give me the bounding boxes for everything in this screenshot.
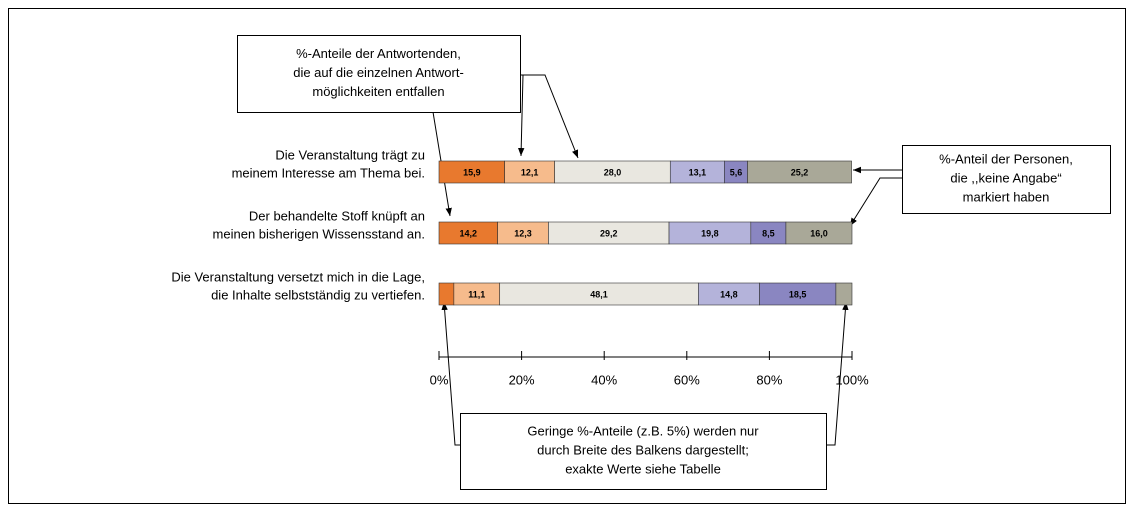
- value-label: 18,5: [789, 289, 807, 299]
- arrow: [520, 74, 579, 159]
- bar-segment: [438, 282, 455, 306]
- category-label: Die Veranstaltung trägt zu: [275, 147, 425, 162]
- annotation-text: exakte Werte siehe Tabelle: [565, 461, 721, 476]
- x-tick-label: 60%: [674, 372, 700, 387]
- bar-segment: [835, 282, 853, 306]
- annotation-box: [460, 413, 827, 490]
- x-tick-label: 40%: [591, 372, 617, 387]
- annotation-box: [902, 145, 1111, 214]
- value-label: 28,0: [604, 167, 622, 177]
- arrow: [849, 177, 902, 227]
- category-label: meinem Interesse am Thema bei.: [232, 165, 425, 180]
- annotation-text: Geringe %-Anteile (z.B. 5%) werden nur: [527, 423, 759, 438]
- annotation-box: [237, 35, 521, 113]
- bar-segment: [785, 221, 853, 245]
- annotation-text: durch Breite des Balkens dargestellt;: [537, 442, 749, 457]
- value-label: 11,1: [468, 289, 485, 299]
- annotation-text: %-Anteile der Antwortenden,: [296, 46, 461, 61]
- value-label: 19,8: [701, 228, 719, 238]
- category-label: die Inhalte selbstständig zu vertiefen.: [211, 287, 425, 302]
- category-label: Der behandelte Stoff knüpft an: [249, 208, 425, 223]
- value-label: 25,2: [791, 167, 809, 177]
- value-label: 29,2: [600, 228, 618, 238]
- value-label: 14,2: [460, 228, 478, 238]
- value-label: 16,0: [810, 228, 828, 238]
- value-label: 12,1: [521, 167, 539, 177]
- annotation-text: die ,,keine Angabe“: [950, 170, 1061, 185]
- value-label: 15,9: [463, 167, 481, 177]
- annotation-text: die auf die einzelnen Antwort-: [293, 65, 464, 80]
- bar-segment: [747, 160, 852, 184]
- x-tick-label: 80%: [756, 372, 782, 387]
- value-label: 48,1: [590, 289, 608, 299]
- value-label: 14,8: [720, 289, 738, 299]
- x-tick-label: 20%: [509, 372, 535, 387]
- x-tick-label: 0%: [430, 372, 449, 387]
- category-label: meinen bisherigen Wissensstand an.: [213, 226, 425, 241]
- value-label: 13,1: [689, 167, 707, 177]
- category-label: Die Veranstaltung versetzt mich in die L…: [171, 269, 425, 284]
- annotation-text: möglichkeiten entfallen: [312, 84, 444, 99]
- arrow: [441, 301, 460, 446]
- value-label: 8,5: [762, 228, 775, 238]
- value-label: 5,6: [730, 167, 743, 177]
- x-tick-label: 100%: [835, 372, 869, 387]
- annotation-text: %-Anteil der Personen,: [939, 151, 1073, 166]
- annotation-text: markiert haben: [963, 189, 1050, 204]
- value-label: 12,3: [514, 228, 532, 238]
- arrow: [826, 301, 849, 446]
